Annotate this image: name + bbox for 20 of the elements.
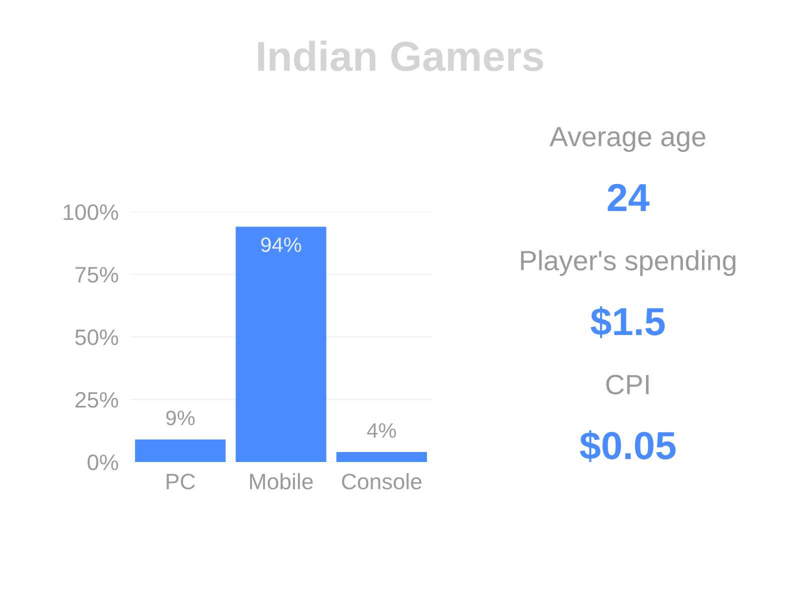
text: $0.05 [580, 430, 676, 462]
text: Player's spending [521, 250, 736, 276]
text: 24 [608, 184, 650, 212]
data-label: 94% [261, 237, 302, 252]
text: Average age [550, 127, 706, 152]
text: CPI [606, 374, 649, 394]
x-tick-label: Console [342, 473, 422, 490]
x-tick-label: PC [166, 474, 195, 490]
data-label: 4% [367, 423, 396, 438]
y-tick-label: 50% [75, 329, 118, 346]
bar [236, 226, 326, 462]
bar [135, 439, 226, 462]
text: $1.5 [590, 306, 665, 338]
y-tick-label: 0% [88, 454, 118, 470]
y-tick-label: 100% [64, 204, 118, 220]
y-tick-label: 25% [76, 392, 118, 408]
data-label: 9% [166, 410, 195, 426]
x-tick-label: Mobile [250, 473, 313, 490]
bar [336, 452, 427, 462]
y-tick-label: 75% [76, 266, 118, 283]
